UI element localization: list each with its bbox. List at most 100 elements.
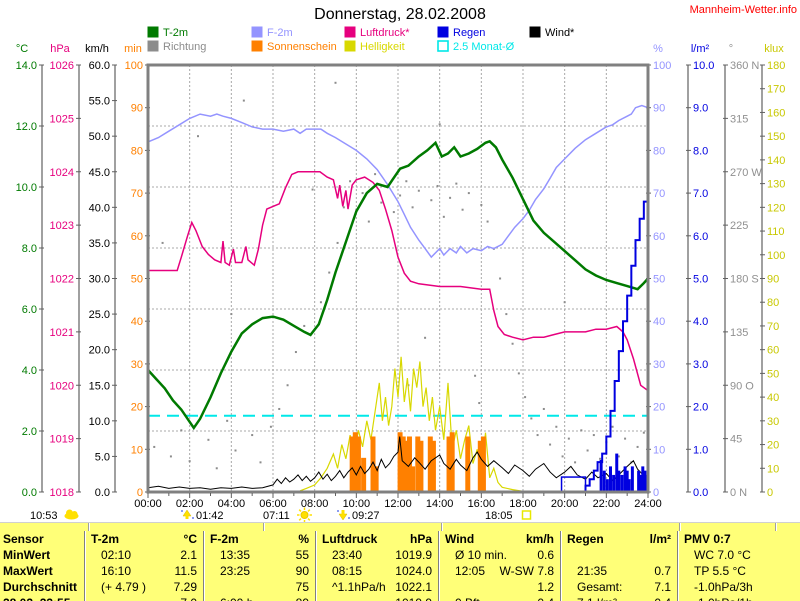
axis-tick-label: 1019	[50, 434, 74, 446]
table-cell: 0 Bft 0.4	[438, 595, 560, 601]
series-richtung-dot	[188, 460, 191, 463]
table-cell: Ø 10 min. 0.6	[438, 547, 560, 563]
cell-time: 16:10	[101, 564, 132, 578]
series-regen-rate-bar	[615, 453, 619, 492]
axis-tick-label: 90	[653, 103, 665, 115]
table-cell: 08:15 1024.0	[315, 563, 438, 579]
series-richtung-dot	[319, 301, 322, 304]
cell-value	[794, 547, 800, 563]
axis-name: %	[653, 43, 663, 55]
axis-tick-label: 9.0	[693, 103, 708, 115]
series-t-2m	[147, 139, 649, 431]
axis-tick-label: 60	[653, 231, 665, 243]
cell-time: -1.0hPa/3h	[694, 580, 753, 594]
axis-tick-label: 60	[767, 345, 779, 357]
series-richtung-dot	[536, 434, 539, 437]
axis-tick-label: 1024	[50, 167, 74, 179]
series-sonnenschein-bar	[397, 432, 403, 492]
axis-tick-label: 0 N	[730, 487, 747, 499]
series-richtung-dot	[474, 374, 477, 377]
table-cell: 13:35 55	[203, 547, 315, 563]
site-link[interactable]: Mannheim-Wetter.info	[689, 4, 797, 16]
axis-tick-label: 120	[767, 202, 785, 214]
axis-tick-label: 270 W	[730, 167, 762, 179]
series-wind	[147, 436, 649, 490]
series-richtung-dot	[461, 208, 464, 211]
axis-tick-label: 8.0	[693, 145, 708, 157]
axis-name: hPa	[50, 43, 70, 55]
axis-tick-label: 140	[767, 155, 785, 167]
cell-value: 1019.9	[395, 548, 432, 562]
table-row: MaxWert 16:10 11.5 23:25 90 08:15 1024.0 12:05 W…	[0, 563, 800, 579]
series-sonnenschein-bar	[403, 440, 409, 492]
series-regen-rate-bar	[605, 479, 609, 492]
page-title: Donnerstag, 28.02.2008	[314, 6, 486, 23]
table-cell: 16:10 11.5	[84, 563, 203, 579]
x-tick-label: 14:00	[426, 498, 454, 510]
series-richtung-dot	[642, 431, 645, 434]
legend-swatch-regen	[437, 26, 449, 38]
axis-tick-label: 2.0	[22, 426, 37, 438]
axis-tick-label: 4.0	[693, 316, 708, 328]
axis-tick-label: 360 N	[730, 60, 759, 72]
axis-tick-label: 160	[767, 107, 785, 119]
series-sonnenschein-bar	[415, 436, 421, 492]
series-richtung-dot	[286, 384, 289, 387]
series-richtung-dot	[524, 396, 527, 399]
series-regen-rate-bar	[623, 466, 627, 492]
status-divider	[679, 523, 680, 532]
cell-time: F-2m	[210, 532, 239, 546]
axis-name: l/m²	[691, 43, 710, 55]
cell-time: 23:40	[332, 548, 363, 562]
series-regen-rate-bar	[643, 470, 647, 492]
series-richtung-dot	[542, 407, 545, 410]
series-f-2m	[147, 104, 649, 259]
axis-tick-label: 70	[131, 188, 143, 200]
axis-tick-label: 5.0	[693, 274, 708, 286]
cell-value: 11.5	[174, 564, 197, 578]
cell-time: 12:05	[455, 564, 486, 578]
series-sonnenschein-bar	[446, 436, 452, 492]
axis-tick-label: 90 O	[730, 380, 754, 392]
down-arrow-icon	[348, 517, 350, 519]
series-regen-rate-bar	[612, 474, 616, 492]
axis-tick-label: 3.0	[693, 359, 708, 371]
table-header-col: T-2m °C	[84, 531, 203, 547]
cell-value: 1024.0	[395, 564, 432, 578]
axis-tick-label: 4.0	[22, 365, 37, 377]
status-divider	[88, 523, 89, 532]
axis-tick-label: 30	[653, 359, 665, 371]
axis-tick-label: 80	[131, 145, 143, 157]
series-richtung-dot	[361, 192, 364, 195]
axis-name: °C	[16, 43, 28, 55]
axis-tick-label: 1020	[50, 380, 74, 392]
cell-time: 0 Bft	[439, 595, 480, 601]
table-cell: (+ 4.79 ) 7.29	[84, 579, 203, 595]
table-header-row: Sensor T-2m °C F-2m% Luftdruck hPa Wind km/h Reg…	[0, 531, 800, 547]
cell-value: 7.1	[654, 580, 671, 594]
cell-value: %	[298, 532, 309, 546]
axis-tick-label: 50.0	[89, 131, 110, 143]
cell-time: 02:10	[101, 548, 132, 562]
axis-tick-label: 6.0	[693, 231, 708, 243]
axis-tick-label: 180	[767, 60, 785, 72]
axis-tick-label: 55.0	[89, 96, 110, 108]
axis-tick-label: 45.0	[89, 167, 110, 179]
series-richtung-dot	[367, 220, 370, 223]
cell-value	[794, 595, 800, 601]
cell-time: -1.0hPa/1h	[678, 595, 753, 601]
axis-name: °	[729, 43, 733, 55]
axis-tick-label: 50	[767, 368, 779, 380]
axis-tick-label: 170	[767, 84, 785, 96]
legend-label: 2.5 Monat-Ø	[453, 41, 515, 53]
table-row: MinWert 02:10 2.1 13:35 55 23:40 1019.9 Ø 10 mi…	[0, 547, 800, 563]
axis-tick-label: 14.0	[16, 60, 37, 72]
table-header-col: Wind km/h	[438, 531, 560, 547]
axis-tick-label: 50	[653, 274, 665, 286]
axis-tick-label: 40.0	[89, 202, 110, 214]
series-sonnenschein-bar	[361, 457, 367, 492]
marker-time: 09:27	[352, 510, 380, 522]
series-richtung-dot	[442, 215, 445, 218]
plot-border	[146, 63, 650, 494]
sun-icon	[298, 509, 302, 512]
